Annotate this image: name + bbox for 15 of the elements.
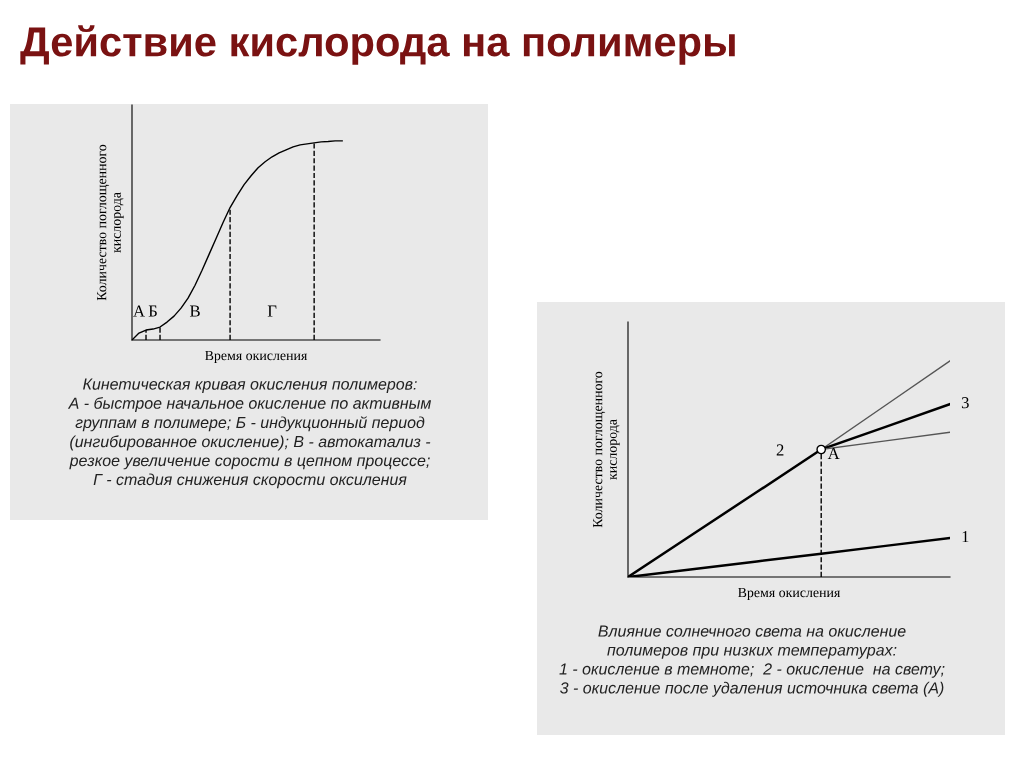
x-axis-title: Время окисления xyxy=(205,350,308,364)
chart-title: Действие кислорода на полимеры xyxy=(20,25,735,65)
y-axis-title: Количество поглощенного кислорода xyxy=(97,144,124,301)
text: Влияние солнечного света на окисление полимеров при низких температурах: 1 - окисление в темноте; 2 - окисление на свету; 3 - окисление после удаления источника света (А) xyxy=(559,625,945,697)
series-label: 2 xyxy=(776,444,784,456)
annotation: Б xyxy=(148,305,157,317)
x-axis-title: Время окисления xyxy=(738,587,841,601)
annotation: А xyxy=(133,305,145,317)
annotation: A xyxy=(827,447,840,459)
text: Кинетическая кривая окисления полимеров: А - быстрое начальное окисление по активным группам в полимере; Б - индукционный период (ингибированное окисление); В - автокатализ - резкое увеличение сорости в цепном процессе; Г - стадия снижения скорости оксиления xyxy=(67,378,432,489)
series-label: 1 xyxy=(962,531,969,543)
y-axis-title: Количество поглощенного кислорода xyxy=(593,371,620,528)
annotation: Г xyxy=(267,305,277,317)
annotation: В xyxy=(189,305,200,317)
series-label: 3 xyxy=(961,397,969,409)
